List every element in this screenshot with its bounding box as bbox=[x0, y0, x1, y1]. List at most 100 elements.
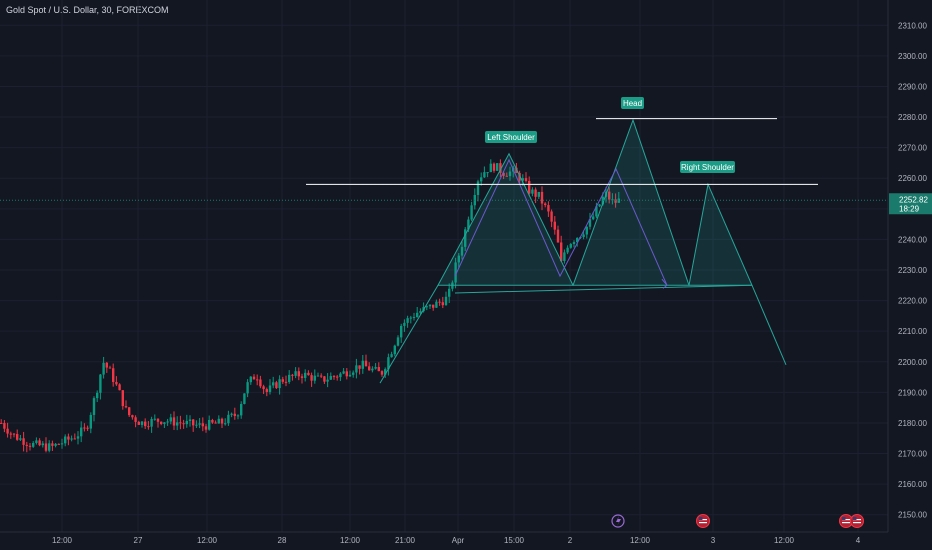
candle-body bbox=[582, 234, 585, 238]
candle-body bbox=[35, 440, 38, 443]
candle-body bbox=[361, 360, 364, 369]
candle-body bbox=[128, 407, 131, 416]
candle-body bbox=[188, 419, 192, 421]
x-tick-label: 12:00 bbox=[52, 536, 73, 545]
candle-body bbox=[416, 312, 419, 318]
rise-leg[interactable] bbox=[379, 285, 439, 384]
candle-body bbox=[288, 374, 291, 382]
candle-body bbox=[320, 375, 323, 377]
candle-body bbox=[275, 382, 278, 389]
candle-body bbox=[521, 178, 524, 181]
candle-body bbox=[601, 196, 604, 205]
right-shoulder-label-bg bbox=[680, 161, 735, 173]
left-shoulder-label-text: Left Shoulder bbox=[487, 133, 535, 142]
projection-leg[interactable] bbox=[751, 285, 787, 366]
candle-body bbox=[60, 443, 64, 445]
lightning-icon[interactable] bbox=[611, 514, 625, 528]
candle-body bbox=[92, 398, 96, 415]
candle-body bbox=[355, 365, 358, 373]
candle-body bbox=[182, 423, 185, 425]
head-label-text: Head bbox=[623, 99, 642, 108]
candle-body bbox=[22, 438, 25, 445]
candle-body bbox=[576, 237, 579, 243]
y-tick-label: 2280.00 bbox=[898, 113, 927, 122]
right-shoulder-label[interactable]: Right Shoulder bbox=[680, 161, 735, 173]
pattern-base-line[interactable] bbox=[454, 284, 753, 294]
candle-body bbox=[518, 172, 521, 181]
candle-body bbox=[291, 374, 294, 376]
x-tick-label: 15:00 bbox=[504, 536, 525, 545]
candle-body bbox=[211, 419, 214, 423]
candle-body bbox=[489, 163, 492, 173]
candle-body bbox=[240, 403, 243, 416]
candle-body bbox=[307, 372, 310, 376]
candle-body bbox=[166, 421, 169, 423]
candle-body bbox=[0, 422, 3, 424]
candle-body bbox=[224, 423, 227, 425]
candle-body bbox=[323, 376, 326, 382]
candle-body bbox=[115, 381, 118, 385]
candle-body bbox=[483, 172, 486, 178]
candle-body bbox=[19, 438, 22, 440]
flag-stripe bbox=[842, 522, 850, 524]
candle-body bbox=[156, 418, 160, 422]
x-tick-label: 12:00 bbox=[630, 536, 651, 545]
candle-body bbox=[400, 325, 403, 338]
us-flag-icon[interactable] bbox=[850, 514, 864, 528]
candle-body bbox=[108, 367, 112, 369]
candle-body bbox=[48, 443, 51, 451]
candle-body bbox=[265, 389, 268, 392]
candle-body bbox=[332, 376, 336, 378]
candle-body bbox=[553, 221, 556, 230]
candle-body bbox=[476, 181, 480, 195]
us-flag-icon[interactable] bbox=[839, 514, 853, 528]
flag-circle bbox=[850, 514, 864, 528]
candle-body bbox=[480, 177, 483, 182]
candle-body bbox=[508, 171, 512, 177]
candle-body bbox=[448, 288, 451, 297]
candle-body bbox=[547, 205, 550, 212]
candle-body bbox=[380, 371, 384, 375]
left-shoulder-triangle[interactable] bbox=[437, 152, 574, 286]
candle-body bbox=[352, 372, 355, 375]
candle-body bbox=[281, 379, 284, 382]
right-shoulder-triangle[interactable] bbox=[688, 182, 753, 286]
candle-body bbox=[454, 262, 457, 283]
candle-body bbox=[457, 255, 460, 263]
candle-body bbox=[51, 443, 54, 446]
candle-body bbox=[208, 419, 211, 430]
candle-body bbox=[185, 420, 188, 425]
candle-body bbox=[524, 178, 528, 181]
candle-body bbox=[438, 301, 441, 303]
candle-body bbox=[336, 376, 339, 378]
y-tick-label: 2270.00 bbox=[898, 144, 927, 153]
left-shoulder-label[interactable]: Left Shoulder bbox=[485, 131, 537, 143]
candle-body bbox=[256, 379, 259, 381]
candle-body bbox=[444, 296, 448, 306]
candle-body bbox=[345, 371, 348, 377]
flag-stripe bbox=[853, 519, 861, 521]
candle-body bbox=[102, 362, 105, 375]
candle-body bbox=[496, 163, 499, 171]
y-tick-label: 2290.00 bbox=[898, 82, 927, 91]
candle-body bbox=[118, 384, 121, 391]
candle-body bbox=[76, 436, 80, 439]
y-tick-label: 2150.00 bbox=[898, 511, 927, 520]
candle-body bbox=[595, 206, 598, 217]
projection-path[interactable] bbox=[454, 158, 668, 286]
y-tick-label: 2240.00 bbox=[898, 235, 927, 244]
candle-body bbox=[153, 418, 156, 420]
x-tick-label: 28 bbox=[278, 536, 287, 545]
candle-body bbox=[201, 423, 204, 427]
flag-stripe bbox=[853, 522, 861, 524]
us-flag-icon[interactable] bbox=[696, 514, 710, 528]
candle-body bbox=[252, 376, 256, 380]
x-tick-label: 12:00 bbox=[774, 536, 795, 545]
head-label[interactable]: Head bbox=[621, 97, 644, 109]
head-shoulders-pattern bbox=[379, 118, 787, 384]
candle-body bbox=[403, 322, 406, 326]
candle-body bbox=[505, 175, 508, 177]
y-tick-label: 2300.00 bbox=[898, 52, 927, 61]
candle-body bbox=[441, 302, 444, 306]
